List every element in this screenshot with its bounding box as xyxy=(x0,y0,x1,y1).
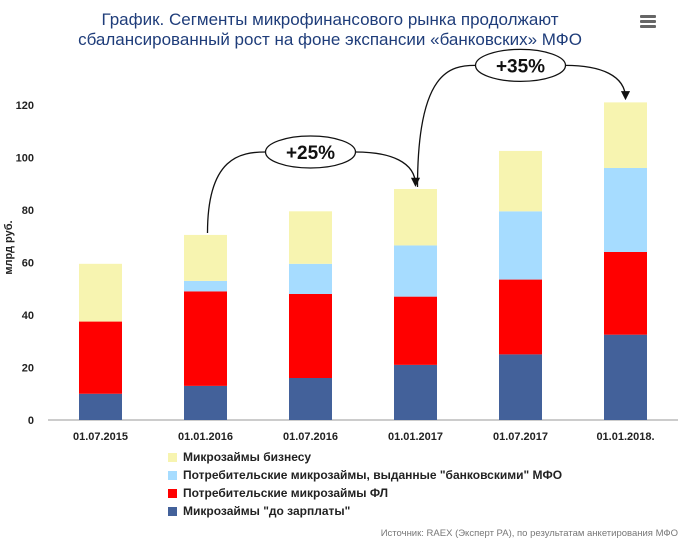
bar-segment-3-0 xyxy=(79,263,122,322)
bar-segment-0-0 xyxy=(79,393,122,420)
legend-swatch xyxy=(168,506,177,516)
annotation-label: +25% xyxy=(286,143,335,164)
bar-segment-0-2 xyxy=(289,378,332,420)
bar-segment-1-2 xyxy=(289,294,332,378)
bar-segment-1-1 xyxy=(184,291,227,386)
legend-item: Микрозаймы "до зарплаты" xyxy=(168,502,562,520)
legend-item: Потребительские микрозаймы ФЛ xyxy=(168,484,562,502)
legend-item: Микрозаймы бизнесу xyxy=(168,448,562,466)
annotation-label: +35% xyxy=(496,56,545,77)
bar-segment-1-4 xyxy=(499,279,542,355)
legend-label: Микрозаймы бизнесу xyxy=(183,450,312,464)
stacked-bar-chart: 0 20 40 60 80 100 120 млрд руб. 01.07.2015 01.01… xyxy=(3,48,678,440)
bar-segment-1-3 xyxy=(394,296,437,365)
legend-swatch xyxy=(168,470,177,480)
bar-segment-0-3 xyxy=(394,364,437,420)
bar-segment-0-1 xyxy=(184,385,227,420)
bar-segment-2-3 xyxy=(394,245,437,297)
bar-segment-3-2 xyxy=(289,211,332,264)
bar-segment-3-3 xyxy=(394,189,437,246)
x-tick-label: 01.01.2017 xyxy=(388,431,443,440)
bar-segment-3-1 xyxy=(184,234,227,281)
x-tick-label: 01.01.2018. xyxy=(596,431,654,440)
chart-title-line-1: График. Сегменты микрофинансового рынка … xyxy=(101,10,559,29)
legend-label: Потребительские микрозаймы ФЛ xyxy=(183,486,389,500)
bar-segment-2-2 xyxy=(289,263,332,294)
bar-segment-1-0 xyxy=(79,321,122,394)
legend-swatch xyxy=(168,452,177,462)
y-tick-label: 0 xyxy=(28,415,34,427)
chart-legend: Микрозаймы бизнесу Потребительские микроз… xyxy=(168,448,562,520)
hamburger-menu-icon[interactable] xyxy=(638,14,660,30)
legend-label: Микрозаймы "до зарплаты" xyxy=(183,504,351,518)
bar-segment-0-4 xyxy=(499,354,542,420)
chart-title: График. Сегменты микрофинансового рынка … xyxy=(40,10,620,50)
bar-segment-2-4 xyxy=(499,211,542,280)
y-tick-label: 80 xyxy=(22,205,34,217)
y-tick-label: 100 xyxy=(16,153,34,165)
bar-segment-2-5 xyxy=(604,168,647,252)
legend-label: Потребительские микрозаймы, выданные "ба… xyxy=(183,468,563,482)
x-tick-label: 01.01.2016 xyxy=(178,431,233,440)
annotation-bubble xyxy=(264,135,357,169)
legend-item: Потребительские микрозаймы, выданные "ба… xyxy=(168,466,562,484)
annotation-arrow-start xyxy=(206,151,266,233)
y-tick-label: 40 xyxy=(22,310,34,322)
y-tick-label: 120 xyxy=(16,100,34,112)
bar-segment-3-5 xyxy=(604,102,647,168)
y-tick-label: 60 xyxy=(22,258,34,270)
x-tick-label: 01.07.2016 xyxy=(283,431,338,440)
annotation-arrow xyxy=(355,151,421,187)
source-note: Источник: RAEX (Эксперт РА), по результа… xyxy=(380,528,678,539)
annotation-bubble xyxy=(474,48,567,83)
x-tick-label: 01.07.2015 xyxy=(73,431,128,440)
annotation-arrow xyxy=(565,64,631,101)
y-tick-label: 20 xyxy=(22,363,34,375)
chart-title-line-2: сбалансированный рост на фоне экспансии … xyxy=(78,30,582,49)
bar-segment-2-1 xyxy=(184,280,227,292)
legend-swatch xyxy=(168,488,177,498)
annotation-arrow-start xyxy=(416,64,476,188)
bar-segment-1-5 xyxy=(604,252,647,335)
bar-segment-0-5 xyxy=(604,334,647,420)
x-tick-label: 01.07.2017 xyxy=(493,431,548,440)
bar-segment-3-4 xyxy=(499,150,542,212)
y-axis-label: млрд руб. xyxy=(3,220,15,274)
